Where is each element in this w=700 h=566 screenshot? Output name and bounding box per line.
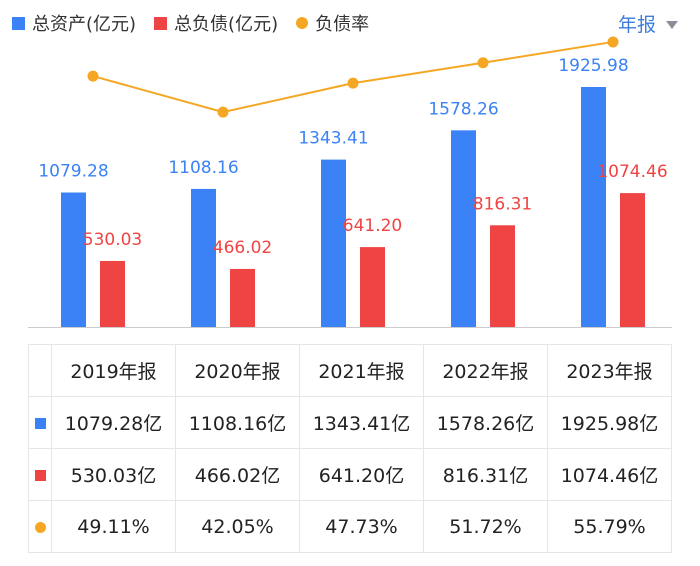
- table-cell: 530.03亿: [51, 448, 176, 501]
- bar-liabilities[interactable]: [100, 260, 125, 327]
- table-cell: 49.11%: [51, 500, 176, 553]
- data-label-liabilities: 466.02: [213, 238, 272, 258]
- table-cell: 1343.41亿: [299, 396, 424, 449]
- bar-liabilities[interactable]: [360, 247, 385, 327]
- table-cell: 1578.26亿: [423, 396, 548, 449]
- table-cell: 1108.16亿: [175, 396, 300, 449]
- row-marker-liabilities: [28, 448, 52, 501]
- table-header-cell: 2020年报: [175, 344, 300, 397]
- bar-assets[interactable]: [61, 192, 86, 327]
- data-label-assets: 1108.16: [168, 158, 238, 178]
- table-row-assets: 1079.28亿 1108.16亿 1343.41亿 1578.26亿 1925…: [28, 396, 672, 449]
- table-cell: 816.31亿: [423, 448, 548, 501]
- ratio-point[interactable]: [477, 57, 489, 69]
- ratio-point[interactable]: [347, 77, 359, 89]
- ratio-point[interactable]: [87, 70, 99, 82]
- table-corner-cell: [28, 344, 52, 397]
- period-selector-label: 年报: [617, 13, 656, 36]
- table-header-cell: 2021年报: [299, 344, 424, 397]
- legend-item-liabilities[interactable]: 总负债(亿元): [154, 10, 278, 36]
- legend-swatch-assets: [12, 16, 25, 30]
- data-label-assets: 1925.98: [558, 56, 628, 76]
- data-label-assets: 1343.41: [298, 129, 368, 149]
- legend-label-ratio: 负债率: [315, 14, 370, 35]
- table-header-row: 2019年报 2020年报 2021年报 2022年报 2023年报: [28, 344, 672, 397]
- ratio-point[interactable]: [217, 106, 229, 118]
- table-cell: 466.02亿: [175, 448, 300, 501]
- ratio-swatch: [34, 521, 46, 533]
- assets-swatch: [34, 417, 46, 429]
- data-table: 2019年报 2020年报 2021年报 2022年报 2023年报 1079.…: [28, 344, 672, 553]
- data-label-liabilities: 816.31: [473, 194, 532, 214]
- bar-liabilities[interactable]: [620, 193, 645, 327]
- table-cell: 47.73%: [299, 500, 424, 553]
- bar-assets[interactable]: [581, 87, 606, 327]
- legend-swatch-ratio: [296, 17, 309, 29]
- table-cell: 1079.28亿: [51, 396, 176, 449]
- bar-liabilities[interactable]: [230, 268, 255, 327]
- legend-label-liabilities: 总负债(亿元): [174, 14, 279, 35]
- bar-assets[interactable]: [191, 188, 216, 327]
- ratio-line: [92, 40, 614, 114]
- table-header-cell: 2023年报: [547, 344, 672, 397]
- liabilities-swatch: [34, 469, 46, 481]
- bar-assets[interactable]: [451, 130, 476, 327]
- table-cell: 55.79%: [547, 500, 672, 553]
- data-label-liabilities: 641.20: [343, 216, 402, 236]
- data-label-assets: 1578.26: [428, 99, 498, 119]
- row-marker-ratio: [28, 500, 52, 553]
- ratio-point[interactable]: [607, 36, 619, 48]
- table-row-ratio: 49.11% 42.05% 47.73% 51.72% 55.79%: [28, 500, 672, 553]
- data-label-liabilities: 530.03: [83, 230, 142, 250]
- table-cell: 42.05%: [175, 500, 300, 553]
- legend-swatch-liabilities: [154, 16, 168, 30]
- bar-liabilities[interactable]: [490, 225, 515, 327]
- table-header-cell: 2019年报: [51, 344, 176, 397]
- period-selector[interactable]: 年报: [618, 10, 678, 36]
- legend-item-ratio[interactable]: 负债率: [296, 10, 369, 36]
- chart-legend: 总资产(亿元) 总负债(亿元) 负债率: [12, 10, 369, 36]
- legend-item-assets[interactable]: 总资产(亿元): [12, 10, 136, 36]
- legend-label-assets: 总资产(亿元): [32, 14, 137, 35]
- table-cell: 1074.46亿: [547, 448, 672, 501]
- table-header-cell: 2022年报: [423, 344, 548, 397]
- chart-plot: 1079.28 530.03 1108.16 466.02 1343.41 641.20 1…: [28, 36, 672, 328]
- bar-assets[interactable]: [321, 159, 346, 327]
- table-cell: 641.20亿: [299, 448, 424, 501]
- caret-down-icon: [666, 20, 678, 29]
- table-cell: 51.72%: [423, 500, 548, 553]
- row-marker-assets: [28, 396, 52, 449]
- data-label-assets: 1079.28: [38, 162, 108, 182]
- table-cell: 1925.98亿: [547, 396, 672, 449]
- data-label-liabilities: 1074.46: [597, 162, 667, 182]
- table-row-liabilities: 530.03亿 466.02亿 641.20亿 816.31亿 1074.46亿: [28, 448, 672, 501]
